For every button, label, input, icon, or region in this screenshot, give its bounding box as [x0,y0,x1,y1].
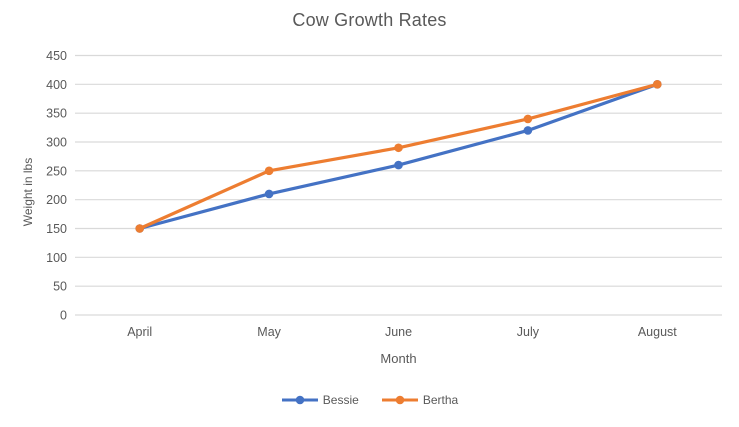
data-point-bertha-may [264,166,274,176]
data-point-bessie-july [523,126,533,135]
y-tick-label: 0 [60,309,67,323]
chart-title: Cow Growth Rates [292,10,447,30]
x-tick-label: June [385,325,412,339]
data-point-bertha-june [394,143,403,153]
data-point-bessie-may [264,189,274,199]
legend-item-bertha: Bertha [381,393,458,407]
legend-marker-icon [281,395,318,405]
y-tick-label: 200 [46,193,67,207]
y-tick-label: 400 [46,78,67,92]
legend: Bessie Bertha [0,393,739,407]
y-tick-label: 50 [53,280,67,294]
x-tick-label: July [517,325,540,339]
legend-marker-icon [381,395,418,405]
data-point-bertha-august [653,80,662,89]
legend-label: Bessie [322,393,359,407]
legend-item-bessie: Bessie [281,393,359,407]
data-point-bertha-april [135,224,144,233]
data-point-bessie-june [394,160,403,170]
legend-dot [295,395,305,405]
x-axis-title: Month [380,351,417,366]
y-tick-label: 250 [46,164,67,178]
x-tick-label: April [127,325,152,339]
y-tick-label: 150 [46,222,67,236]
y-tick-label: 100 [46,251,67,265]
data-point-bertha-july [523,114,533,124]
legend-dot [395,395,405,405]
y-axis-title: Weight in lbs [21,157,35,227]
y-tick-label: 350 [46,107,67,121]
x-tick-label: May [257,325,281,339]
legend-label: Bertha [422,393,459,407]
y-tick-label: 300 [46,136,67,150]
x-tick-label: August [638,325,677,339]
y-tick-label: 450 [46,49,67,63]
